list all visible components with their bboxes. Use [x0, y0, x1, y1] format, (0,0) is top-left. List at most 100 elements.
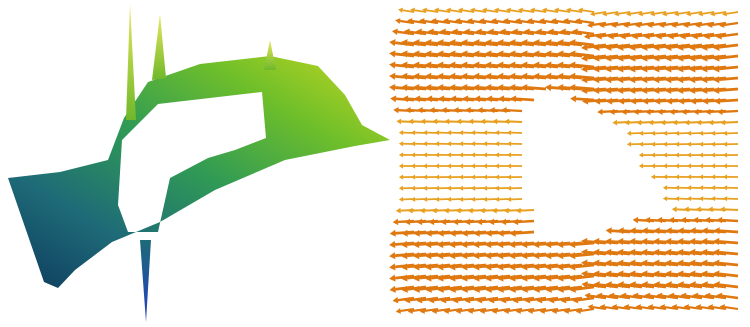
- arrow-head: [654, 97, 661, 105]
- arrow-head: [629, 54, 636, 62]
- arrow-head: [413, 263, 420, 271]
- arrow-head: [677, 259, 684, 267]
- arrow-head: [449, 83, 456, 92]
- arrow-head: [470, 185, 476, 191]
- arrow-head: [569, 50, 576, 58]
- arrow-head: [492, 118, 498, 125]
- arrow-head: [461, 72, 468, 80]
- arrow-head: [680, 292, 687, 300]
- arrow-head: [698, 152, 704, 158]
- arrow-shaft: [637, 32, 655, 38]
- arrow-shaft: [515, 97, 535, 102]
- arrow-shaft: [630, 11, 643, 15]
- arrow-head: [422, 185, 428, 191]
- arrow-shaft: [725, 120, 739, 124]
- arrow-head: [689, 248, 696, 256]
- arrow-head: [431, 308, 437, 314]
- arrow-head: [521, 263, 528, 271]
- arrow-head: [461, 274, 468, 282]
- arrow-head: [641, 259, 648, 267]
- arrow-head: [570, 95, 577, 103]
- arrow-head: [701, 270, 708, 278]
- arrow-head: [557, 274, 564, 282]
- arrow-head: [593, 270, 600, 278]
- arrow-head: [662, 185, 668, 191]
- arrow-head: [605, 281, 612, 289]
- arrow-shaft: [574, 52, 595, 58]
- arrow-head: [641, 76, 648, 84]
- arrow-shaft: [714, 11, 727, 15]
- arrow-head: [686, 141, 692, 147]
- arrow-head: [713, 270, 720, 278]
- arrow-head: [689, 270, 696, 278]
- arrow-head: [581, 259, 588, 267]
- arrow-head: [593, 43, 600, 51]
- arrow-head: [473, 263, 480, 271]
- arrow-head: [494, 130, 500, 136]
- arrow-head: [698, 141, 704, 147]
- arrow-head: [713, 248, 720, 256]
- arrow-head: [497, 285, 504, 293]
- arrow-head: [665, 281, 672, 289]
- arrow-head: [494, 185, 500, 191]
- arrow-head: [720, 119, 726, 126]
- arrow-head: [677, 43, 684, 51]
- arrow-shaft: [685, 294, 703, 300]
- arrow-shaft: [509, 120, 523, 124]
- arrow-head: [470, 196, 476, 202]
- arrow-head: [485, 39, 492, 47]
- arrow-shaft: [718, 54, 739, 60]
- arrow-head: [545, 50, 552, 58]
- arrow-head: [499, 28, 506, 36]
- arrow-head: [698, 163, 704, 169]
- arrow-head: [581, 65, 588, 73]
- arrow-head: [482, 163, 488, 169]
- arrow-head: [695, 206, 701, 213]
- arrow-head: [595, 32, 602, 40]
- arrow-head: [551, 308, 557, 314]
- arrow-head: [485, 72, 492, 80]
- arrow-shaft: [541, 30, 559, 36]
- arrow-head: [425, 285, 432, 293]
- arrow-head: [410, 130, 416, 136]
- arrow-shaft: [613, 32, 631, 38]
- arrow-head: [632, 216, 639, 224]
- arrow-shaft: [642, 11, 655, 15]
- arrow-head: [473, 252, 480, 260]
- arrow-shaft: [574, 274, 595, 280]
- arrow-head: [461, 229, 468, 237]
- arrow-head: [545, 285, 552, 293]
- arrow-head: [563, 18, 569, 24]
- arrow-head: [716, 292, 723, 300]
- arrow-head: [422, 141, 428, 147]
- arrow-head: [470, 141, 476, 147]
- arrow-head: [461, 240, 468, 249]
- arrow-head: [434, 130, 440, 136]
- arrow-shaft: [529, 296, 547, 302]
- arrow-head: [539, 308, 545, 314]
- arrow-shaft: [697, 294, 715, 300]
- arrow-head: [665, 76, 672, 84]
- arrow-shaft: [506, 108, 523, 113]
- arrow-head: [620, 292, 627, 300]
- arrow-head: [535, 28, 542, 36]
- arrow-head: [677, 65, 684, 73]
- arrow-head: [489, 107, 495, 114]
- arrow-shaft: [579, 19, 595, 25]
- arrow-head: [635, 304, 641, 310]
- arrow-head: [666, 97, 673, 105]
- arrow-shaft: [486, 9, 499, 13]
- arrow-head: [410, 163, 416, 169]
- arrow-head: [419, 207, 425, 214]
- arrow-head: [662, 163, 668, 169]
- arrow-head: [617, 43, 624, 51]
- arrow-head: [461, 263, 468, 271]
- arrow-head: [621, 108, 627, 115]
- arrow-head: [545, 83, 552, 92]
- arrow-head: [414, 95, 421, 103]
- arrow-head: [665, 237, 672, 246]
- arrow-head: [512, 296, 519, 304]
- arrow-head: [689, 259, 696, 267]
- arrow-head: [583, 32, 590, 40]
- arrow-shaft: [718, 240, 739, 245]
